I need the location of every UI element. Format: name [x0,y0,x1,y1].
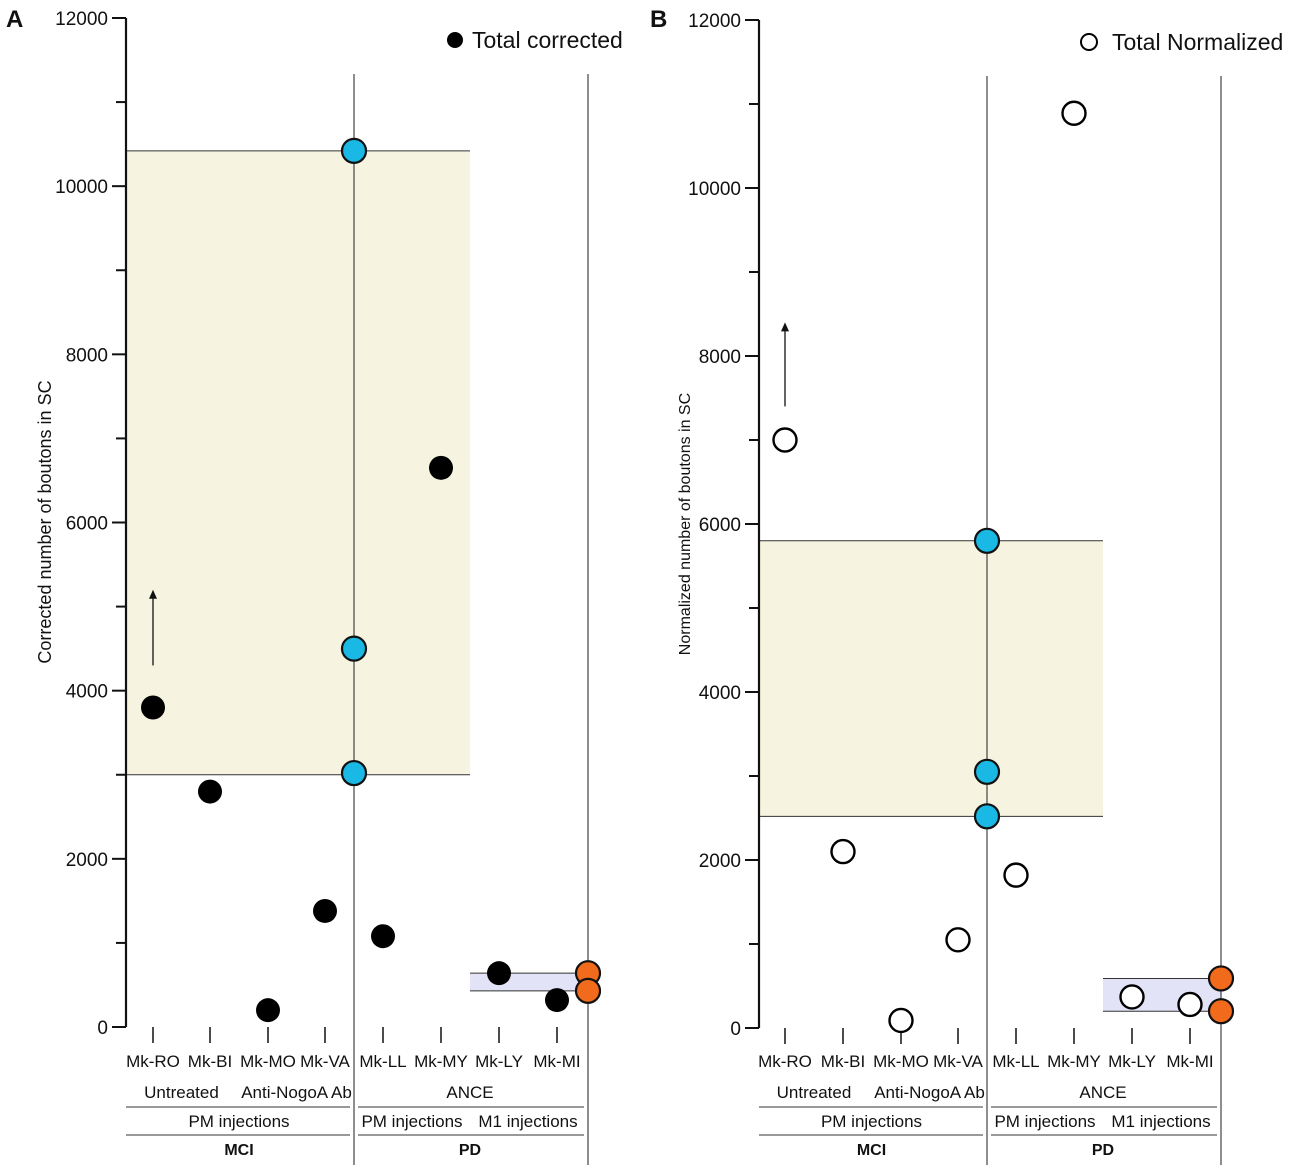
data-point [1061,100,1087,126]
data-point [141,695,165,720]
x-category-label: Mk-LY [1108,1052,1156,1071]
y-axis-label: Corrected number of boutons in SC [35,380,55,663]
y-tick-label: 6000 [699,515,741,536]
data-point [1177,991,1203,1018]
data-point [888,1007,914,1034]
x-category-label: Mk-LL [359,1052,406,1071]
x-category-label: Mk-BI [821,1052,865,1071]
legend-label: Total Normalized [1112,29,1283,55]
data-point [830,838,856,865]
data-point [1119,984,1145,1010]
data-point [487,961,511,986]
y-tick-label: 6000 [66,514,108,535]
x-category-label: Mk-MY [414,1052,468,1071]
panel-b: 0 2000 4000 6000 8000 10000 12000 Normalized nu… [650,6,1283,1165]
x-category-label: Mk-MI [533,1052,580,1071]
group-label-injection: PM injections [188,1112,289,1131]
x-category-label: Mk-LY [475,1052,523,1071]
group-label-treatment: ANCE [1079,1083,1126,1102]
reference-point [574,977,602,1004]
y-tick-label: 12000 [688,11,741,32]
data-point [313,898,337,923]
x-category-label: Mk-VA [300,1052,350,1071]
data-point [256,998,280,1023]
group-label-condition: MCI [857,1142,886,1159]
legend-label: Total corrected [472,27,623,53]
group-label-treatment: Anti-NogoA Ab [241,1083,352,1102]
data-point [545,988,569,1013]
data-point [772,427,798,453]
y-tick-label: 4000 [66,682,108,703]
panel-letter: A [6,6,23,33]
group-label-condition: PD [459,1142,481,1159]
x-category-label: Mk-LL [992,1052,1039,1071]
y-tick-label: 10000 [688,179,741,200]
x-category-label: Mk-MY [1047,1052,1101,1071]
data-point [371,924,395,949]
group-label-injection: PM injections [821,1112,922,1131]
data-point [945,927,971,953]
y-tick-label: 12000 [55,9,108,30]
group-label-treatment: Untreated [144,1083,219,1102]
reference-point [1207,965,1235,992]
group-label-injection: PM injections [994,1112,1095,1131]
x-category-label: Mk-MO [873,1052,929,1071]
reference-point [973,527,1001,554]
panel-a: 0 2000 4000 6000 8000 10000 12000 Corrected num… [6,6,623,1165]
y-axis-label: Normalized number of boutons in SC [677,393,694,655]
reference-point [340,137,368,164]
group-label-condition: PD [1092,1142,1114,1159]
range-band [759,540,1103,817]
legend-marker [447,32,463,48]
y-tick-label: 0 [97,1018,108,1039]
group-label-treatment: ANCE [446,1083,493,1102]
y-tick-label: 2000 [66,850,108,871]
x-category-label: Mk-BI [188,1052,232,1071]
data-point [429,455,453,480]
x-category-label: Mk-RO [758,1052,812,1071]
group-label-injection: M1 injections [478,1112,577,1131]
reference-point [340,759,368,787]
group-label-treatment: Anti-NogoA Ab [874,1083,985,1102]
y-tick-label: 8000 [66,345,108,366]
y-tick-label: 2000 [699,851,741,872]
group-label-injection: PM injections [361,1112,462,1131]
reference-point [973,758,1001,785]
group-label-condition: MCI [224,1142,253,1159]
reference-point [1207,998,1235,1025]
data-point [1003,862,1029,888]
x-category-label: Mk-VA [933,1052,983,1071]
x-category-label: Mk-MI [1166,1052,1213,1071]
x-category-label: Mk-RO [126,1052,180,1071]
data-point [198,779,222,804]
y-tick-label: 4000 [699,683,741,704]
reference-point [340,635,368,662]
group-label-treatment: Untreated [777,1083,852,1102]
y-tick-label: 8000 [699,347,741,368]
panel-letter: B [650,6,667,33]
legend-marker [1080,33,1098,51]
group-label-injection: M1 injections [1111,1112,1210,1131]
reference-point [973,803,1001,830]
range-band [126,150,470,775]
arrow-head [149,589,157,599]
arrow-head [781,322,789,332]
y-tick-label: 10000 [55,177,108,198]
y-tick-label: 0 [730,1019,741,1040]
x-category-label: Mk-MO [240,1052,296,1071]
